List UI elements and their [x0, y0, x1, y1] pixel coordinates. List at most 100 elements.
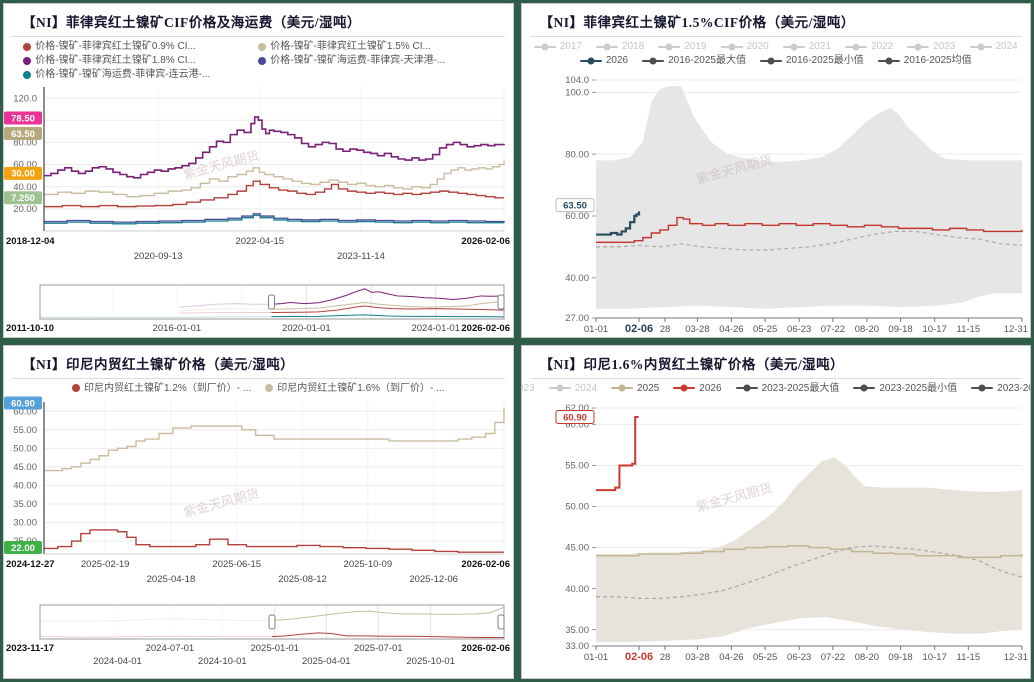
- chart-canvas[interactable]: 紫金天风期货 27.00 40.00 60.00 80.00 100.0 104.0 01-0…: [522, 68, 1031, 337]
- svg-text:10-17: 10-17: [922, 324, 946, 335]
- legend-marker-icon: [611, 384, 634, 392]
- legend-item[interactable]: 印尼内贸红土镍矿1.6%（到厂价）- ...: [265, 382, 445, 395]
- legend-item-label: 价格-镍矿-菲律宾红土镍矿1.8% CI...: [35, 55, 196, 66]
- legend-item[interactable]: 2016-2025均值: [877, 54, 972, 67]
- svg-text:40.00: 40.00: [565, 583, 589, 594]
- chart-canvas[interactable]: 紫金天风期货 33.00 35.00 40.00 45.00 50.00 55.00 60.0…: [522, 396, 1031, 679]
- legend-item[interactable]: 价格-镍矿-菲律宾红土镍矿1.8% CI...: [23, 54, 258, 67]
- legend-marker-icon: [759, 57, 782, 64]
- min-max-band: [595, 456, 1022, 642]
- svg-text:2025-02-19: 2025-02-19: [81, 559, 130, 570]
- svg-text:05-25: 05-25: [752, 324, 776, 335]
- navigator[interactable]: 2011-10-10 2014-01-01 2016-01-01 2018-01-01…: [4, 282, 513, 337]
- legend-item[interactable]: 2024: [969, 40, 1018, 53]
- svg-text:30.00: 30.00: [11, 169, 35, 180]
- legend-item[interactable]: 印尼内贸红土镍矿1.2%（到厂价）- ...: [72, 382, 251, 395]
- legend-item-label: 2018: [622, 41, 645, 52]
- legend-item[interactable]: 2023-2025最小值: [853, 382, 957, 395]
- legend-item[interactable]: 2019: [658, 40, 707, 53]
- navigator-handle[interactable]: [497, 614, 505, 629]
- svg-text:08-20: 08-20: [854, 324, 878, 335]
- legend-item[interactable]: 价格-镍矿-菲律宾红土镍矿0.9% CI...: [23, 40, 258, 53]
- svg-text:09-18: 09-18: [888, 324, 912, 335]
- svg-text:60.00: 60.00: [565, 419, 589, 430]
- svg-text:2026-02-06: 2026-02-06: [461, 236, 510, 247]
- legend-item[interactable]: 2022: [845, 40, 893, 53]
- navigator[interactable]: 2023-11-17 2024-04-01 2024-07-01 2024-10-01…: [4, 603, 513, 672]
- legend-marker-icon: [971, 384, 994, 392]
- legend-item[interactable]: 2023: [907, 40, 956, 53]
- legend-item-label: 2025: [637, 382, 660, 394]
- legend-item[interactable]: 2025: [611, 382, 659, 395]
- navigator-handle[interactable]: [497, 294, 505, 310]
- series-line: [595, 230, 1022, 251]
- title-divider: [12, 377, 505, 379]
- chart-panel-indonesia-16-seasonal: 【NI】印尼1.6%内贸红土镍矿价格（美元/湿吨） 20232024202520…: [520, 344, 1031, 679]
- legend-item[interactable]: 2020: [720, 40, 769, 53]
- svg-text:63.50: 63.50: [11, 129, 35, 140]
- chart-panel-philippine-15-seasonal: 【NI】菲律宾红土镍矿1.5%CIF价格（美元/湿吨） 201620172018…: [520, 3, 1031, 338]
- legend-item[interactable]: 2017: [533, 40, 582, 53]
- legend-item-label: 2023: [521, 382, 535, 394]
- navigator-handle[interactable]: [268, 614, 276, 629]
- watermark: 紫金天风期货: [694, 479, 773, 514]
- legend-item[interactable]: 价格-镍矿-镍矿海运费-菲律宾-天津港-...: [258, 54, 493, 67]
- legend: 2016201720182019202020212022202320242025…: [522, 40, 1031, 67]
- legend-marker-icon: [853, 384, 876, 392]
- legend-item[interactable]: 价格-镍矿-镍矿海运费-菲律宾-连云港-...: [23, 68, 258, 81]
- svg-text:20.00: 20.00: [13, 204, 37, 215]
- svg-text:2024-04-01: 2024-04-01: [93, 656, 142, 667]
- legend-item-label: 2021: [808, 41, 831, 52]
- navigator-svg: 2023-11-17 2024-04-01 2024-07-012024-10-01…: [6, 604, 510, 667]
- watermark: 紫金天风期货: [182, 148, 261, 183]
- svg-text:30.00: 30.00: [13, 517, 37, 528]
- legend-marker-icon: [720, 43, 743, 50]
- svg-text:2020-01-01: 2020-01-01: [282, 323, 331, 334]
- legend-marker-icon: [579, 57, 602, 64]
- legend-item-label: 2020: [746, 41, 769, 52]
- legend-marker-icon: [877, 57, 900, 64]
- legend-item[interactable]: 2023-2025均值: [971, 382, 1030, 395]
- svg-text:80.00: 80.00: [13, 138, 37, 149]
- svg-text:2016-01-01: 2016-01-01: [153, 323, 202, 334]
- svg-text:2018-12-04: 2018-12-04: [6, 236, 55, 247]
- legend-item[interactable]: 2026: [673, 382, 722, 395]
- legend-item[interactable]: 2023: [521, 382, 535, 395]
- series-line: [44, 214, 505, 225]
- svg-text:2025-06-15: 2025-06-15: [212, 559, 261, 570]
- legend-item-label: 2023-2025均值: [997, 382, 1030, 394]
- chart-canvas[interactable]: 紫金天风期货25.0030.0035.0040.0045.0050.0055.0…: [4, 396, 513, 603]
- chart-canvas[interactable]: 紫金天风期货20.0040.0060.0080.00100.0120.02018…: [4, 81, 513, 282]
- svg-text:40.00: 40.00: [13, 480, 37, 491]
- legend-item[interactable]: 2024: [548, 382, 597, 395]
- legend-item-label: 2019: [684, 41, 707, 52]
- series-line: [44, 160, 505, 198]
- navigator-series-line: [179, 305, 505, 314]
- chart-svg: 紫金天风期货25.0030.0035.0040.0045.0050.0055.0…: [4, 396, 510, 585]
- svg-text:2026-02-06: 2026-02-06: [461, 643, 510, 654]
- svg-text:10-17: 10-17: [922, 652, 946, 663]
- legend-item-label: 2026: [605, 55, 629, 66]
- navigator-svg: 2011-10-10 2014-01-01 2016-01-01 2018-01-01…: [6, 284, 510, 337]
- svg-text:45.00: 45.00: [13, 462, 37, 473]
- svg-text:2023-11-14: 2023-11-14: [337, 251, 385, 262]
- legend-item[interactable]: 2016-2025最小值: [759, 54, 864, 67]
- legend-item[interactable]: 2023-2025最大值: [735, 382, 839, 395]
- navigator-handle[interactable]: [268, 294, 276, 310]
- legend-item[interactable]: 2018: [596, 40, 644, 53]
- value-label: [4, 111, 42, 125]
- panel-title: 【NI】菲律宾红土镍矿1.5%CIF价格（美元/湿吨）: [539, 15, 855, 30]
- svg-text:12-31: 12-31: [1003, 324, 1027, 335]
- svg-text:2024-01-01: 2024-01-01: [411, 323, 460, 334]
- legend-item[interactable]: 2026: [579, 54, 629, 67]
- series-line: [44, 180, 504, 208]
- chart-svg: 紫金天风期货 33.00 35.00 40.00 45.00 50.00 55.00 60.0…: [555, 403, 1028, 663]
- legend-marker-icon: [533, 43, 556, 50]
- svg-text:07-22: 07-22: [820, 324, 844, 335]
- legend-item-label: 2016-2025最小值: [785, 55, 864, 66]
- legend-item[interactable]: 价格-镍矿-菲律宾红土镍矿1.5% CI...: [258, 40, 493, 53]
- legend-item[interactable]: 2016-2025最大值: [642, 54, 746, 67]
- legend-item[interactable]: 2021: [782, 40, 831, 53]
- svg-text:27.00: 27.00: [565, 313, 589, 324]
